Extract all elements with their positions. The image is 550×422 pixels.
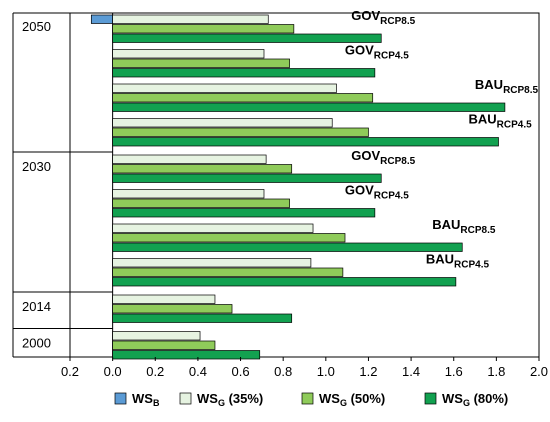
bar-ws-g-50: [112, 164, 293, 174]
x-axis: 0.2 0.0 0.2 0.4 0.6 0.8 1.0 1.2 1.4 1.6 1.8 2.0: [61, 357, 548, 379]
bar-ws-g-35: [112, 189, 265, 199]
bar-ws-g-35: [112, 331, 201, 341]
bar-ws-g-35: [112, 258, 312, 268]
scenario-label: BAURCP8.5: [475, 77, 539, 96]
scenario-label: BAURCP8.5: [432, 217, 496, 236]
x-tick-label: 0.0: [104, 364, 122, 379]
bar-ws-b: [90, 14, 113, 24]
x-tick-label: 0.2: [61, 364, 79, 379]
x-tick-label: 0.8: [274, 364, 292, 379]
legend-swatch: [114, 392, 127, 405]
bar-ws-g-80: [112, 68, 376, 78]
bar-ws-g-35: [112, 118, 333, 128]
x-tick-label: 1.8: [487, 364, 505, 379]
bar-ws-g-50: [112, 198, 290, 208]
x-tick-label: 0.6: [232, 364, 250, 379]
scenario-label: GOVRCP4.5: [345, 183, 409, 202]
bar-ws-g-80: [112, 242, 463, 252]
bar-ws-g-80: [112, 277, 457, 287]
legend: WSB WSG (35%) WSG (50%) WSG (80%): [114, 391, 508, 408]
bar-ws-g-80: [112, 173, 382, 183]
x-tick-label: 1.0: [317, 364, 335, 379]
bar-ws-g-80: [112, 208, 376, 218]
bar-ws-g-80: [112, 102, 506, 112]
bar-ws-g-50: [112, 304, 233, 314]
legend-entry: WSG (35%): [197, 391, 263, 408]
legend-swatch: [301, 392, 314, 405]
x-tick-label: 0.2: [146, 364, 164, 379]
scenario-label: BAURCP4.5: [468, 112, 532, 131]
legend-entry: WSG (80%): [442, 391, 508, 408]
x-tick-label: 1.4: [402, 364, 420, 379]
bar-ws-g-50: [112, 127, 369, 137]
bar-layer: [90, 14, 506, 360]
scenario-label: GOVRCP8.5: [351, 8, 415, 27]
legend-swatch: [179, 392, 192, 405]
year-label-2050: 2050: [22, 19, 51, 34]
bar-ws-g-35: [112, 154, 267, 164]
x-tick-label: 1.2: [359, 364, 377, 379]
legend-swatch: [424, 392, 437, 405]
x-tick-label: 0.4: [189, 364, 207, 379]
bar-ws-g-35: [112, 49, 265, 59]
year-label-2014: 2014: [22, 299, 51, 314]
bar-ws-g-50: [112, 58, 290, 68]
bar-ws-g-50: [112, 24, 295, 34]
bar-ws-g-80: [112, 313, 293, 323]
year-label-2030: 2030: [22, 159, 51, 174]
bar-ws-g-50: [112, 233, 346, 243]
bar-ws-g-80: [112, 350, 261, 360]
bar-ws-g-50: [112, 340, 216, 350]
bar-ws-g-35: [112, 83, 337, 93]
scenario-label: GOVRCP4.5: [345, 43, 409, 62]
bar-ws-g-50: [112, 93, 374, 103]
bar-ws-g-80: [112, 137, 499, 147]
x-tick-label: 1.6: [445, 364, 463, 379]
bar-ws-g-35: [112, 294, 216, 304]
legend-entry: WSG (50%): [319, 391, 385, 408]
bar-ws-g-35: [112, 223, 314, 233]
plot-border: [69, 12, 540, 358]
scenario-label: GOVRCP8.5: [351, 148, 415, 167]
label-layer: GOVRCP8.5 GOVRCP4.5 BAURCP8.5 BAURCP4.5 2050…: [22, 8, 539, 351]
bar-ws-g-80: [112, 33, 382, 43]
scenario-label: BAURCP4.5: [426, 252, 490, 271]
year-label-2000: 2000: [22, 336, 51, 351]
bar-ws-g-50: [112, 267, 344, 277]
x-tick-label: 2.0: [530, 364, 548, 379]
bar-ws-g-35: [112, 14, 269, 24]
legend-entry: WSB: [132, 391, 160, 408]
